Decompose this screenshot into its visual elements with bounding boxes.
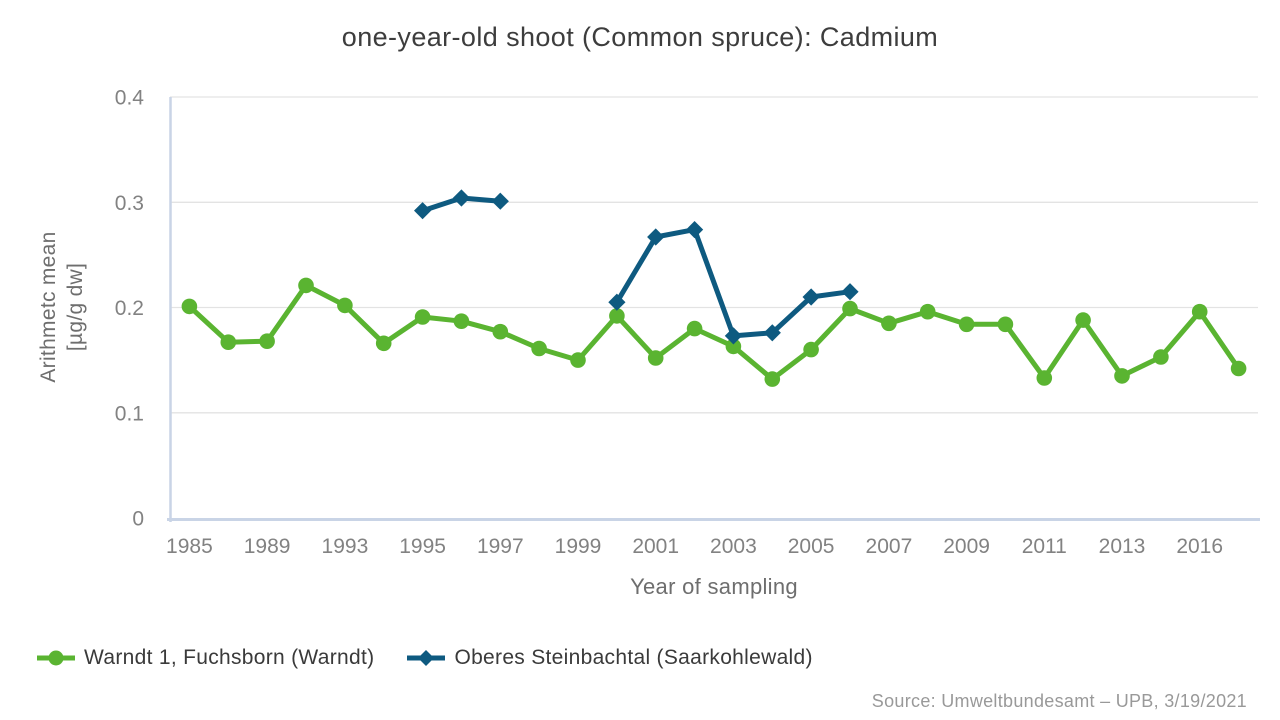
data-point-circle — [1075, 312, 1091, 328]
data-point-circle — [919, 303, 936, 320]
y-tick-label: 0.4 — [115, 87, 145, 110]
x-tick-label: 1999 — [555, 535, 602, 558]
series-line-1 — [420, 195, 853, 339]
data-point-circle — [531, 340, 547, 357]
y-axis-title-line1: Arithmetc mean — [37, 231, 60, 383]
data-point-circle — [686, 320, 703, 337]
data-point-circle — [337, 297, 353, 314]
y-tick-label: 0.3 — [115, 192, 144, 215]
legend-item-warndt: Warndt 1, Fuchsborn (Warndt) — [36, 646, 374, 670]
x-tick-label: 2003 — [710, 535, 757, 558]
data-point-circle — [1230, 360, 1247, 377]
y-axis-title: Arithmetc mean [µg/g dw] — [35, 231, 89, 382]
data-point-circle — [881, 315, 897, 332]
x-tick-label: 2007 — [866, 535, 913, 558]
chart-title: one-year-old shoot (Common spruce): Cadm… — [341, 22, 939, 52]
data-point-circle — [1191, 303, 1208, 320]
data-point-circle — [1153, 349, 1169, 365]
data-point-circle — [764, 371, 781, 387]
y-tick-label: 0 — [132, 508, 144, 531]
data-point-circle — [414, 309, 431, 325]
data-point-circle — [220, 334, 237, 351]
data-point-diamond — [647, 228, 665, 246]
x-tick-label: 2011 — [1022, 535, 1067, 558]
x-tick-label: 1993 — [322, 535, 369, 558]
data-point-circle — [997, 316, 1014, 333]
chart-legend: Warndt 1, Fuchsborn (Warndt) Oberes Stei… — [36, 646, 813, 670]
data-point-circle — [375, 335, 392, 352]
data-point-circle — [453, 313, 470, 330]
x-tick-label: 1989 — [244, 535, 291, 558]
data-point-diamond — [763, 324, 781, 342]
legend-label-steinbachtal: Oberes Steinbachtal (Saarkohlewald) — [454, 646, 813, 669]
legend-item-steinbachtal: Oberes Steinbachtal (Saarkohlewald) — [406, 646, 812, 670]
data-point-circle — [259, 333, 275, 350]
data-point-circle — [842, 300, 858, 317]
x-tick-label: 2005 — [788, 535, 835, 558]
x-axis-title: Year of sampling — [630, 574, 798, 599]
x-tick-label: 1985 — [166, 535, 213, 558]
data-point-circle — [725, 338, 742, 355]
legend-marker-circle-icon — [37, 650, 75, 666]
data-point-circle — [609, 308, 625, 324]
data-point-diamond — [802, 288, 820, 306]
data-point-circle — [647, 350, 664, 366]
data-point-circle — [570, 352, 586, 368]
x-tick-label: 1995 — [399, 535, 446, 558]
data-point-diamond — [724, 327, 742, 345]
data-point-diamond — [608, 293, 626, 311]
data-point-diamond — [414, 202, 432, 220]
data-point-circle — [1036, 370, 1053, 386]
data-point-circle — [492, 323, 509, 340]
data-point-circle — [298, 277, 314, 294]
series-line-0 — [186, 282, 1242, 382]
y-tick-label: 0.1 — [115, 402, 144, 425]
legend-marker-diamond-icon — [407, 650, 446, 666]
x-tick-label: 2001 — [632, 535, 679, 558]
data-point-circle — [1114, 368, 1130, 384]
data-point-diamond — [491, 192, 509, 210]
data-point-diamond — [686, 221, 704, 239]
y-tick-label: 0.2 — [115, 297, 144, 320]
source-attribution: Source: Umweltbundesamt – UPB, 3/19/2021 — [871, 691, 1247, 711]
data-point-diamond — [452, 189, 470, 207]
x-tick-label: 2013 — [1099, 535, 1146, 558]
x-tick-label: 1997 — [477, 535, 524, 558]
data-point-circle — [958, 316, 975, 333]
data-point-diamond — [841, 283, 859, 301]
y-axis-title-line2: [µg/g dw] — [64, 262, 87, 352]
x-tick-label: 2016 — [1176, 535, 1223, 558]
data-point-circle — [181, 298, 198, 315]
legend-label-warndt: Warndt 1, Fuchsborn (Warndt) — [84, 646, 375, 669]
x-tick-label: 2009 — [943, 535, 990, 558]
data-point-circle — [803, 341, 819, 358]
